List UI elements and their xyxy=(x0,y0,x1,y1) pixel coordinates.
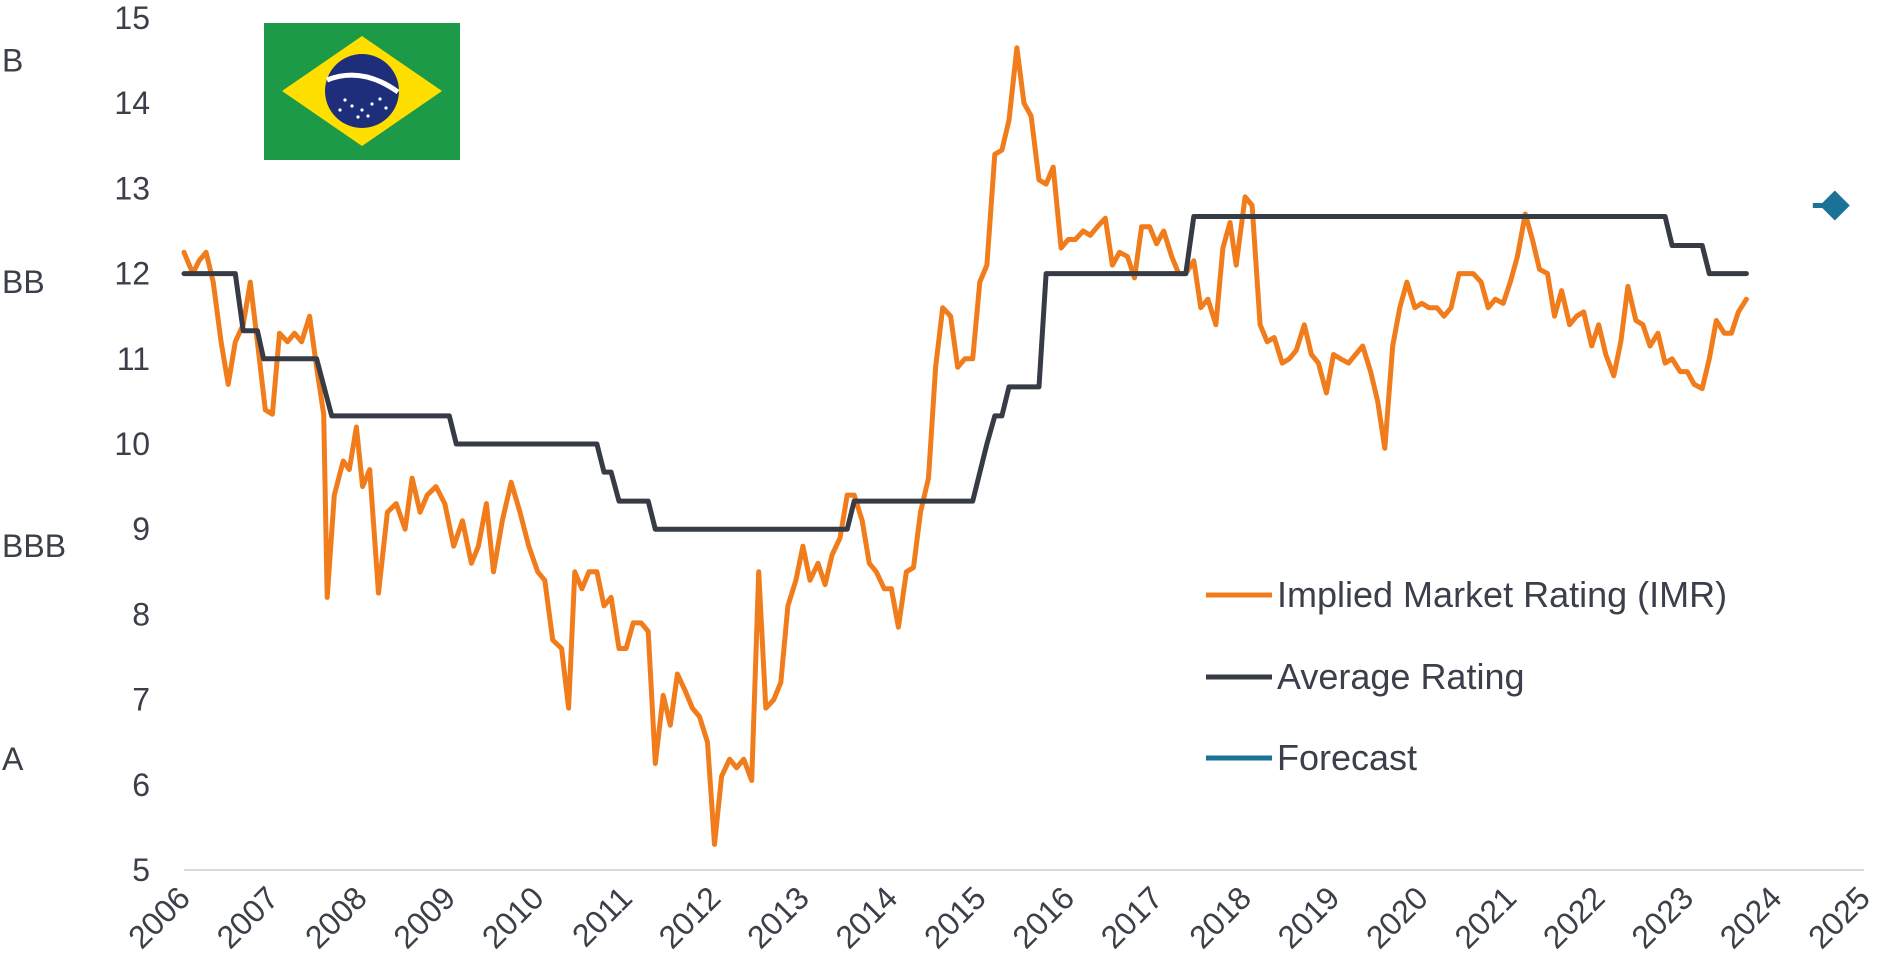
x-axis-ticks: 2006 2007 2008 2009 2010 2011 2012 2013 2014 2015… xyxy=(121,879,1877,955)
series-line-1 xyxy=(181,214,1749,532)
y-tick-label: 12 xyxy=(114,256,150,292)
legend-label: Forecast xyxy=(1277,737,1417,778)
x-tick-label: 2021 xyxy=(1447,879,1523,955)
x-tick-label: 2009 xyxy=(386,879,462,955)
x-tick-label: 2017 xyxy=(1094,879,1170,955)
y-tick-label: 9 xyxy=(132,511,150,547)
x-tick-label: 2025 xyxy=(1801,879,1877,955)
rating-label: BBB xyxy=(2,528,66,564)
brazil-flag xyxy=(264,23,460,160)
x-tick-label: 2015 xyxy=(917,879,993,955)
y-tick-label: 6 xyxy=(132,767,150,803)
x-tick-label: 2012 xyxy=(652,879,728,955)
rating-label: B xyxy=(2,43,23,79)
y-axis-ticks: 5 6 7 8 9 10 11 12 13 14 15 xyxy=(114,0,150,888)
y-tick-label: 5 xyxy=(132,852,150,888)
y-tick-label: 15 xyxy=(114,0,150,36)
x-tick-label: 2016 xyxy=(1005,879,1081,955)
forecast-marker xyxy=(1819,190,1850,221)
x-tick-label: 2019 xyxy=(1271,879,1347,955)
legend: Implied Market Rating (IMR) Average Ratin… xyxy=(1206,574,1727,778)
rating-label: BB xyxy=(2,264,45,300)
x-tick-label: 2022 xyxy=(1536,879,1612,955)
y-tick-label: 10 xyxy=(114,426,150,462)
x-tick-label: 2006 xyxy=(121,879,197,955)
y-tick-label: 7 xyxy=(132,682,150,718)
x-tick-label: 2008 xyxy=(298,879,374,955)
legend-label: Implied Market Rating (IMR) xyxy=(1277,574,1727,615)
x-tick-label: 2024 xyxy=(1713,879,1789,955)
x-tick-label: 2023 xyxy=(1624,879,1700,955)
y-tick-label: 13 xyxy=(114,170,150,206)
flag-stars xyxy=(338,97,388,119)
x-tick-label: 2013 xyxy=(740,879,816,955)
x-tick-label: 2007 xyxy=(210,879,286,955)
series-group xyxy=(181,45,1850,847)
flag-globe xyxy=(325,54,399,128)
y-tick-label: 8 xyxy=(132,596,150,632)
y-tick-label: 11 xyxy=(117,341,150,377)
rating-label: A xyxy=(2,741,24,777)
x-tick-label: 2010 xyxy=(475,879,551,955)
y-tick-label: 14 xyxy=(114,85,150,121)
series-line-0 xyxy=(181,45,1749,847)
x-tick-label: 2011 xyxy=(565,879,639,953)
legend-label: Average Rating xyxy=(1277,656,1525,697)
x-tick-label: 2020 xyxy=(1359,879,1435,955)
flag-banner xyxy=(326,72,400,95)
x-tick-label: 2014 xyxy=(829,879,905,955)
x-tick-label: 2018 xyxy=(1182,879,1258,955)
